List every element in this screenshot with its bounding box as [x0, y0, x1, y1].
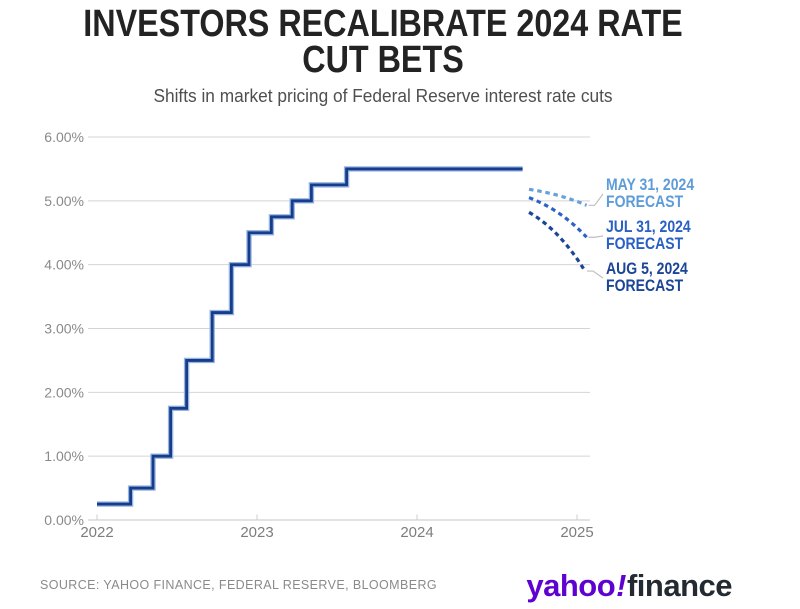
actual-rate-line-halo [97, 166, 523, 507]
forecast-line-1 [528, 196, 588, 239]
x-axis-tick-label: 2025 [560, 524, 593, 541]
page-title-line1: INVESTORS RECALIBRATE 2024 RATE [83, 3, 683, 45]
y-axis-tick-label: 3.00% [44, 321, 84, 337]
y-axis-tick-label: 6.00% [44, 129, 84, 145]
yahoo-finance-logo: yahoo!finance [526, 568, 732, 604]
actual-rate-line [97, 167, 523, 506]
logo-exclamation: ! [616, 568, 626, 603]
x-axis-tick-label: 2023 [240, 524, 273, 541]
chart-header: INVESTORS RECALIBRATE 2024 RATE CUT BETS … [0, 3, 766, 107]
y-axis-tick-label: 1.00% [44, 448, 84, 464]
forecast-connector-2 [587, 270, 604, 279]
forecast-label-aug-5-2024: AUG 5, 2024 FORECAST [606, 260, 688, 295]
page-title-line2: CUT BETS [302, 39, 464, 81]
logo-yahoo: yahoo [526, 568, 616, 603]
page-subtitle: Shifts in market pricing of Federal Rese… [153, 86, 613, 106]
x-axis-tick-label: 2022 [80, 524, 113, 541]
page-title: INVESTORS RECALIBRATE 2024 RATE CUT BETS [57, 3, 708, 81]
forecast-label-jul-31-2024: JUL 31, 2024 FORECAST [606, 218, 691, 253]
source-text: SOURCE: YAHOO FINANCE, FEDERAL RESERVE, … [40, 578, 437, 592]
x-axis-tick-label: 2024 [400, 524, 433, 541]
y-axis-tick-label: 2.00% [44, 384, 84, 400]
forecast-label-may-31-2024: MAY 31, 2024 FORECAST [606, 176, 695, 211]
forecast-connector-1 [588, 235, 604, 238]
forecast-line-2 [528, 210, 587, 272]
y-axis-tick-label: 4.00% [44, 257, 84, 273]
y-axis-tick-label: 0.00% [44, 512, 84, 528]
y-axis-tick-label: 5.00% [44, 193, 84, 209]
logo-finance: finance [626, 568, 733, 603]
forecast-connector-0 [588, 193, 604, 206]
